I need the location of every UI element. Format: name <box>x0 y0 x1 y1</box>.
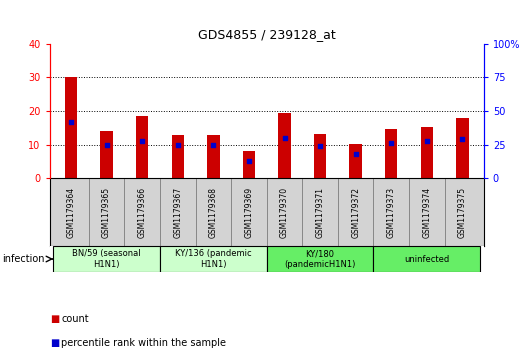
Text: GSM1179371: GSM1179371 <box>315 187 325 237</box>
Text: GSM1179374: GSM1179374 <box>423 187 431 238</box>
Point <box>351 151 360 157</box>
Point <box>423 138 431 143</box>
Bar <box>349 144 362 178</box>
Bar <box>100 131 113 178</box>
Bar <box>243 151 255 178</box>
Bar <box>278 113 291 178</box>
FancyBboxPatch shape <box>267 246 373 272</box>
Text: KY/136 (pandemic
H1N1): KY/136 (pandemic H1N1) <box>175 249 252 269</box>
Text: infection: infection <box>3 254 45 264</box>
Text: GSM1179369: GSM1179369 <box>244 187 254 238</box>
Text: GSM1179372: GSM1179372 <box>351 187 360 237</box>
Text: GSM1179373: GSM1179373 <box>387 187 396 238</box>
Bar <box>207 135 220 178</box>
Bar <box>385 129 397 178</box>
Text: uninfected: uninfected <box>404 254 449 264</box>
Text: ■: ■ <box>50 338 59 348</box>
Text: GSM1179366: GSM1179366 <box>138 187 146 238</box>
Bar <box>456 118 469 178</box>
Point <box>458 136 467 142</box>
Text: percentile rank within the sample: percentile rank within the sample <box>61 338 226 348</box>
Bar <box>65 77 77 178</box>
Point <box>245 158 253 164</box>
Text: GSM1179375: GSM1179375 <box>458 187 467 238</box>
FancyBboxPatch shape <box>160 246 267 272</box>
Bar <box>314 134 326 178</box>
Text: GSM1179370: GSM1179370 <box>280 187 289 238</box>
Title: GDS4855 / 239128_at: GDS4855 / 239128_at <box>198 28 336 41</box>
Point <box>316 143 324 149</box>
Point <box>280 135 289 141</box>
Point <box>387 140 395 146</box>
Bar <box>136 116 149 178</box>
Text: GSM1179365: GSM1179365 <box>102 187 111 238</box>
FancyBboxPatch shape <box>373 246 480 272</box>
Text: BN/59 (seasonal
H1N1): BN/59 (seasonal H1N1) <box>72 249 141 269</box>
Text: GSM1179367: GSM1179367 <box>173 187 183 238</box>
Text: count: count <box>61 314 89 325</box>
Point <box>174 142 182 148</box>
Point <box>138 138 146 143</box>
Text: GSM1179364: GSM1179364 <box>66 187 75 238</box>
Bar <box>420 127 433 178</box>
FancyBboxPatch shape <box>53 246 160 272</box>
Point <box>209 142 218 148</box>
Text: GSM1179368: GSM1179368 <box>209 187 218 237</box>
Text: KY/180
(pandemicH1N1): KY/180 (pandemicH1N1) <box>285 249 356 269</box>
Point <box>103 142 111 148</box>
Bar <box>172 135 184 178</box>
Text: ■: ■ <box>50 314 59 325</box>
Point <box>67 119 75 125</box>
